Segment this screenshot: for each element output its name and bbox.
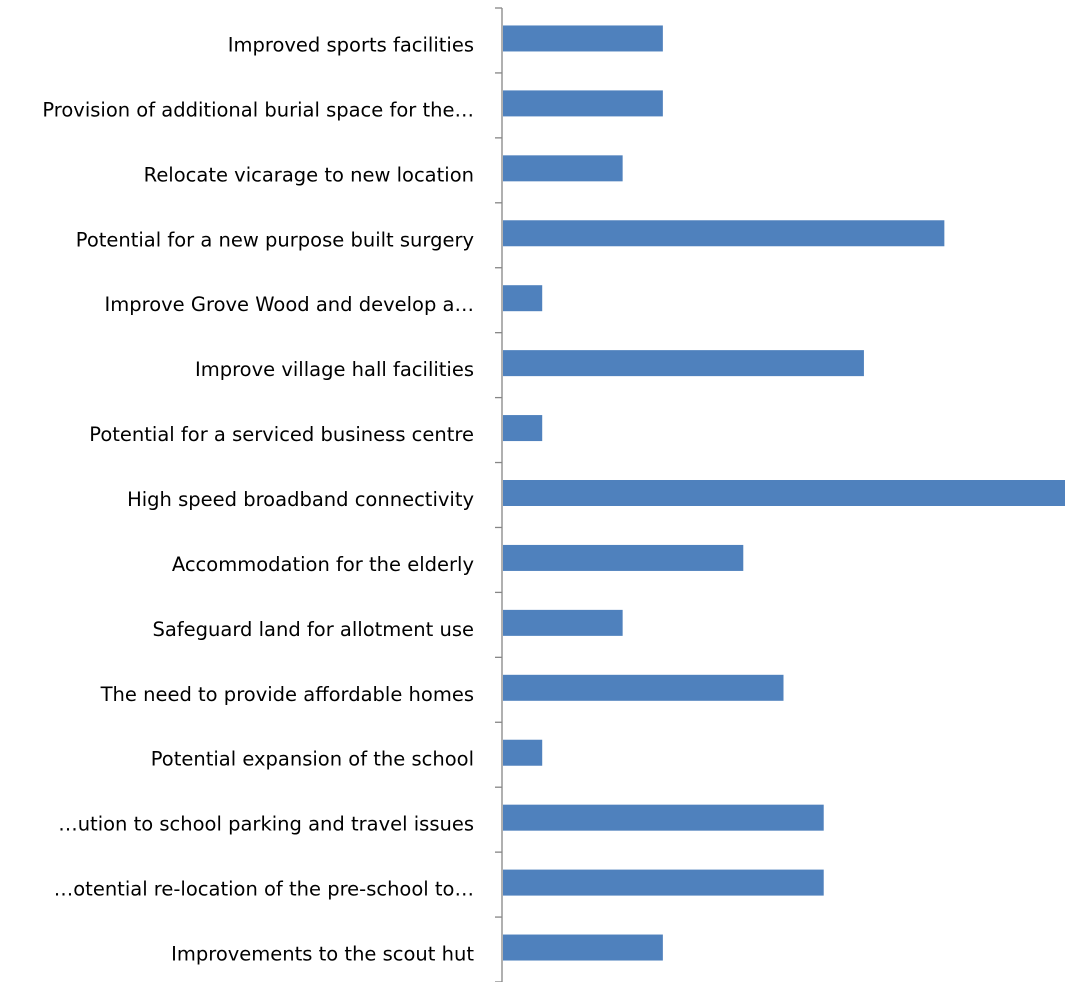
bar	[503, 155, 623, 182]
category-label: Potential for a serviced business centre	[89, 423, 474, 446]
category-axis	[495, 7, 503, 982]
category-label: …otential re-location of the pre-school …	[54, 878, 474, 901]
bar	[503, 609, 623, 636]
bar	[503, 285, 543, 312]
category-label: Provision of additional burial space for…	[42, 98, 474, 121]
bar	[503, 804, 824, 831]
bar	[503, 739, 543, 766]
category-label: Improve Grove Wood and develop a…	[105, 293, 475, 316]
category-label: High speed broadband connectivity	[127, 488, 474, 511]
bar	[503, 674, 784, 701]
category-label: Improved sports facilities	[228, 33, 474, 56]
category-label: Safeguard land for allotment use	[152, 618, 474, 641]
category-label: The need to provide affordable homes	[100, 683, 474, 706]
category-label: Improvements to the scout hut	[171, 943, 474, 966]
bar	[503, 350, 864, 377]
bar-group	[503, 25, 1065, 961]
bar	[503, 415, 543, 442]
category-label: …ution to school parking and travel issu…	[58, 813, 474, 836]
bar	[503, 90, 663, 117]
bar	[503, 220, 945, 247]
category-label: Improve village hall facilities	[195, 358, 474, 381]
category-label-group: Improved sports facilities Provision of a…	[42, 33, 474, 965]
bar	[503, 544, 744, 571]
category-label: Potential for a new purpose built surger…	[76, 228, 474, 251]
category-label: Accommodation for the elderly	[172, 553, 474, 576]
bar	[503, 934, 663, 961]
bar	[503, 869, 824, 896]
category-label: Relocate vicarage to new location	[144, 163, 474, 186]
bar	[503, 25, 663, 52]
bar	[503, 480, 1065, 506]
category-label: Potential expansion of the school	[151, 748, 474, 771]
